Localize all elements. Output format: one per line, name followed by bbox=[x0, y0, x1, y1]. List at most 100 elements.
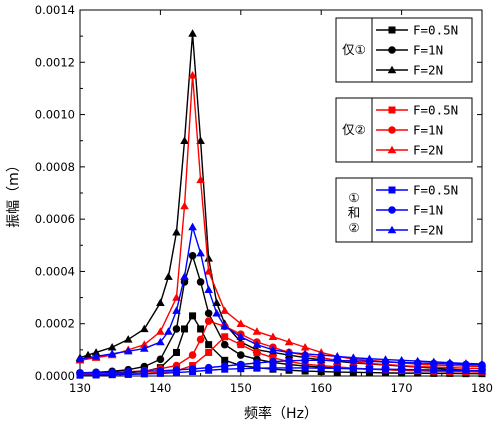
data-point bbox=[164, 272, 173, 280]
axes: 130 140 150 160 170 180 0.0000 0.0002 0.0004 0.00… bbox=[35, 3, 493, 395]
legend-group-label: 仅① bbox=[342, 42, 366, 57]
data-point bbox=[189, 312, 197, 320]
y-axis-title: 振幅（m） bbox=[6, 158, 22, 228]
data-point bbox=[220, 306, 230, 314]
data-point bbox=[268, 345, 278, 354]
data-point bbox=[204, 267, 213, 275]
data-point bbox=[446, 366, 454, 374]
data-point bbox=[196, 136, 205, 144]
data-point bbox=[236, 332, 246, 341]
data-point bbox=[269, 364, 277, 372]
x-tick-label: 140 bbox=[149, 381, 171, 395]
x-tick-label: 180 bbox=[471, 381, 493, 395]
data-point bbox=[123, 335, 133, 343]
data-point bbox=[301, 360, 309, 368]
data-point bbox=[204, 254, 213, 262]
data-point bbox=[91, 352, 101, 360]
data-point bbox=[478, 367, 486, 375]
data-point bbox=[221, 333, 229, 341]
legend-marker bbox=[387, 225, 397, 234]
data-point bbox=[140, 340, 149, 348]
data-point bbox=[188, 351, 197, 359]
data-point bbox=[349, 365, 357, 373]
data-point bbox=[413, 356, 422, 365]
data-point bbox=[108, 368, 116, 377]
data-point bbox=[188, 365, 197, 373]
data-point bbox=[123, 346, 133, 355]
data-point bbox=[253, 359, 261, 367]
data-point bbox=[252, 340, 262, 348]
legend-entry-label: F=0.5N bbox=[413, 23, 458, 38]
x-tick-label: 130 bbox=[69, 381, 91, 395]
data-point bbox=[269, 357, 277, 366]
legend-box-0: 仅① F=0.5N F=1N F=2N bbox=[335, 17, 473, 83]
data-point bbox=[76, 369, 84, 377]
legend-marker bbox=[388, 26, 396, 34]
data-point bbox=[156, 355, 165, 364]
data-point bbox=[349, 353, 358, 361]
data-point bbox=[461, 359, 471, 367]
data-point bbox=[107, 349, 117, 358]
legend-entry-label: F=0.5N bbox=[413, 103, 458, 118]
legend-box-1: 仅② F=0.5N F=1N F=2N bbox=[335, 97, 473, 163]
data-point bbox=[317, 364, 325, 372]
data-point bbox=[237, 360, 245, 369]
data-point bbox=[188, 29, 197, 37]
data-point bbox=[284, 348, 294, 356]
legend: 仅① F=0.5N F=1N F=2N 仅② F=0.5N F=1N F=2N ①和② F=0.5… bbox=[335, 17, 473, 243]
data-point bbox=[285, 364, 293, 372]
data-point bbox=[300, 349, 310, 358]
legend-marker bbox=[388, 186, 396, 194]
y-tick-label: 0.0000 bbox=[35, 369, 75, 383]
data-point bbox=[220, 362, 229, 370]
data-point bbox=[83, 350, 93, 359]
legend-group-label: 和 bbox=[348, 205, 361, 220]
data-point bbox=[164, 327, 173, 335]
data-point bbox=[268, 332, 278, 341]
data-point bbox=[284, 337, 294, 346]
legend-marker bbox=[388, 206, 396, 214]
legend-entry-label: F=2N bbox=[413, 223, 443, 238]
data-point bbox=[220, 322, 230, 330]
data-point bbox=[382, 365, 390, 373]
data-point bbox=[188, 251, 197, 260]
data-point bbox=[204, 363, 213, 372]
data-point bbox=[397, 356, 406, 364]
data-point bbox=[237, 351, 245, 359]
x-tick-label: 160 bbox=[310, 381, 332, 395]
data-point bbox=[285, 357, 293, 365]
legend-group-label: 仅② bbox=[342, 122, 366, 137]
data-point bbox=[205, 341, 213, 349]
legend-entry-label: F=1N bbox=[413, 43, 443, 58]
data-point bbox=[188, 71, 197, 79]
data-point bbox=[269, 354, 277, 362]
data-point bbox=[156, 337, 165, 346]
legend-entry-label: F=2N bbox=[413, 63, 443, 78]
data-point bbox=[180, 272, 189, 280]
legend-marker bbox=[387, 65, 397, 74]
data-point bbox=[301, 364, 309, 372]
data-point bbox=[236, 319, 246, 327]
data-point bbox=[180, 136, 189, 144]
x-axis-title: 频率（Hz） bbox=[244, 405, 318, 422]
data-point bbox=[197, 325, 205, 333]
data-point bbox=[156, 298, 165, 307]
y-tick-label: 0.0014 bbox=[35, 3, 75, 17]
data-point bbox=[301, 356, 309, 365]
y-tick-label: 0.0006 bbox=[35, 212, 75, 226]
data-point bbox=[316, 350, 326, 359]
data-point bbox=[156, 327, 165, 335]
y-tick-label: 0.0008 bbox=[35, 160, 75, 174]
data-point bbox=[237, 365, 245, 373]
legend-box-2: ①和② F=0.5N F=1N F=2N bbox=[335, 177, 473, 243]
data-point bbox=[172, 366, 181, 374]
x-tick-label: 170 bbox=[391, 381, 413, 395]
data-point bbox=[124, 368, 133, 376]
legend-entry-label: F=1N bbox=[413, 123, 443, 138]
data-point bbox=[429, 357, 439, 366]
data-point bbox=[75, 354, 85, 363]
legend-marker bbox=[388, 106, 396, 114]
data-point bbox=[172, 227, 181, 236]
legend-entry-label: F=0.5N bbox=[413, 183, 458, 198]
y-tick-label: 0.0002 bbox=[35, 317, 75, 331]
